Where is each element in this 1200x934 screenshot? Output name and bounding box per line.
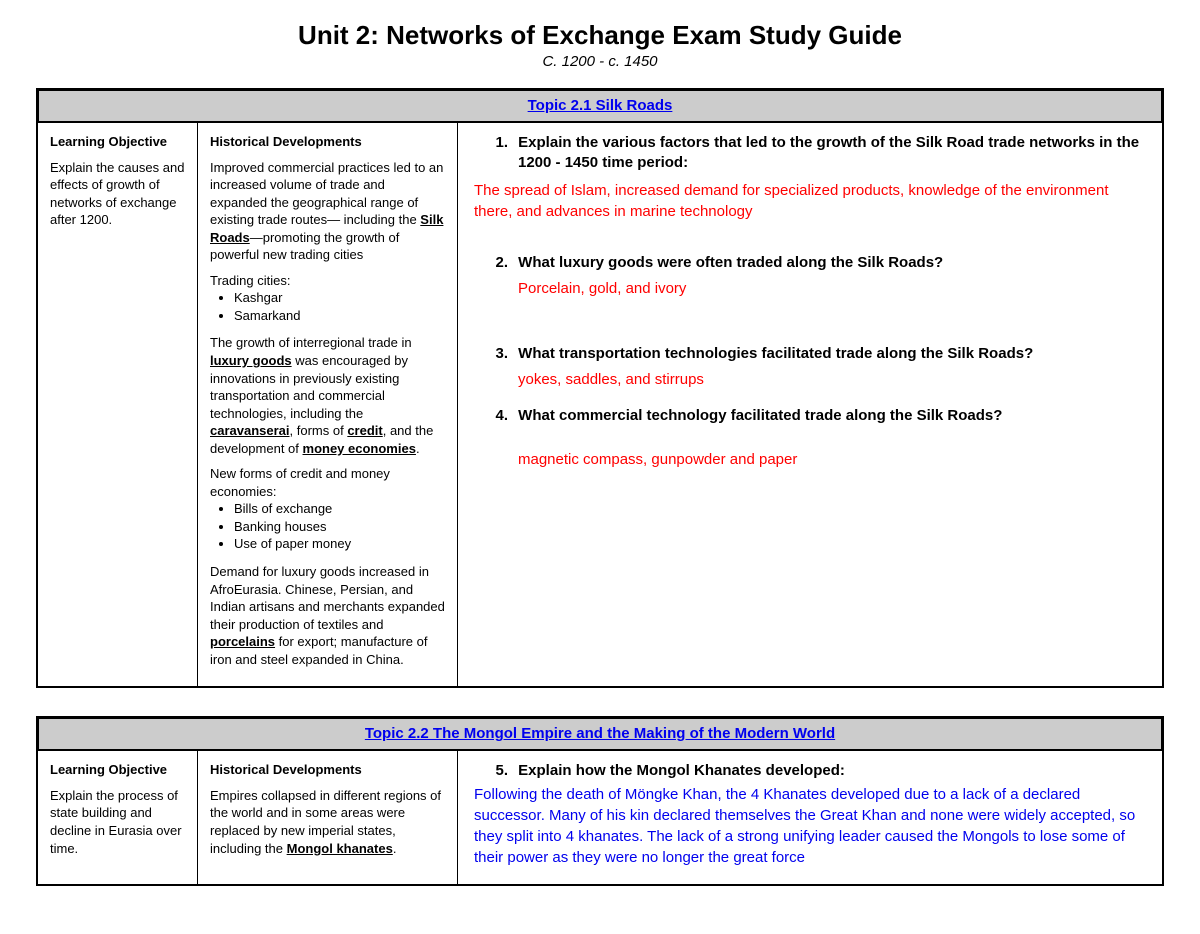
question-4: 4. What commercial technology facilitate… xyxy=(474,406,1146,471)
topic-2-developments-col: Historical Developments Empires collapse… xyxy=(198,751,458,883)
objective-text: Explain the process of state building an… xyxy=(50,787,185,857)
question-text: What transportation technologies facilit… xyxy=(518,345,1033,362)
topic-1-developments-col: Historical Developments Improved commerc… xyxy=(198,123,458,686)
answer-text: Porcelain, gold, and ivory xyxy=(518,279,1146,299)
topic-2-link[interactable]: Topic 2.2 The Mongol Empire and the Maki… xyxy=(365,725,835,742)
dev-paragraph-3: Demand for luxury goods increased in Afr… xyxy=(210,563,445,668)
objective-text: Explain the causes and effects of growth… xyxy=(50,159,185,229)
dev-paragraph-1: Improved commercial practices led to an … xyxy=(210,159,445,264)
question-3: 3. What transportation technologies faci… xyxy=(474,344,1146,391)
credit-label: New forms of credit and money economies: xyxy=(210,465,445,500)
answer-text: Following the death of Möngke Khan, the … xyxy=(474,784,1146,868)
question-text: Explain how the Mongol Khanates develope… xyxy=(518,762,845,779)
topic-2-header: Topic 2.2 The Mongol Empire and the Maki… xyxy=(38,718,1162,750)
credit-list: Bills of exchange Banking houses Use of … xyxy=(234,500,445,553)
question-number: 2. xyxy=(488,253,514,273)
trading-cities-label: Trading cities: xyxy=(210,272,445,290)
trading-cities-list: Kashgar Samarkand xyxy=(234,289,445,324)
topic-2-questions-col: 5. Explain how the Mongol Khanates devel… xyxy=(458,751,1162,883)
dev-paragraph-2: The growth of interregional trade in lux… xyxy=(210,334,445,457)
topic-2-objective-col: Learning Objective Explain the process o… xyxy=(38,751,198,883)
list-item: Bills of exchange xyxy=(234,500,445,518)
developments-heading: Historical Developments xyxy=(210,761,445,779)
list-item: Banking houses xyxy=(234,518,445,536)
answer-text: yokes, saddles, and stirrups xyxy=(518,370,1146,390)
question-5: 5. Explain how the Mongol Khanates devel… xyxy=(474,761,1146,867)
developments-heading: Historical Developments xyxy=(210,133,445,151)
topic-1-header: Topic 2.1 Silk Roads xyxy=(38,90,1162,122)
question-number: 3. xyxy=(488,344,514,364)
question-number: 5. xyxy=(488,761,514,781)
list-item: Kashgar xyxy=(234,289,445,307)
question-text: What commercial technology facilitated t… xyxy=(518,407,1002,424)
list-item: Samarkand xyxy=(234,307,445,325)
question-text: Explain the various factors that led to … xyxy=(518,134,1139,171)
dev-paragraph-1: Empires collapsed in different regions o… xyxy=(210,787,445,857)
question-1: 1. Explain the various factors that led … xyxy=(474,133,1146,223)
answer-text: The spread of Islam, increased demand fo… xyxy=(474,180,1146,224)
question-text: What luxury goods were often traded alon… xyxy=(518,254,943,271)
topic-1-link[interactable]: Topic 2.1 Silk Roads xyxy=(528,97,673,114)
list-item: Use of paper money xyxy=(234,535,445,553)
topic-1-questions-col: 1. Explain the various factors that led … xyxy=(458,123,1162,686)
question-number: 1. xyxy=(488,133,514,153)
topic-1-table: Topic 2.1 Silk Roads Learning Objective … xyxy=(36,88,1164,688)
question-number: 4. xyxy=(488,406,514,426)
question-2: 2. What luxury goods were often traded a… xyxy=(474,253,1146,300)
page-title: Unit 2: Networks of Exchange Exam Study … xyxy=(36,20,1164,51)
answer-text: magnetic compass, gunpowder and paper xyxy=(518,450,1146,470)
page-subtitle: C. 1200 - c. 1450 xyxy=(36,53,1164,70)
topic-1-objective-col: Learning Objective Explain the causes an… xyxy=(38,123,198,686)
objective-heading: Learning Objective xyxy=(50,761,185,779)
topic-2-table: Topic 2.2 The Mongol Empire and the Maki… xyxy=(36,716,1164,885)
objective-heading: Learning Objective xyxy=(50,133,185,151)
